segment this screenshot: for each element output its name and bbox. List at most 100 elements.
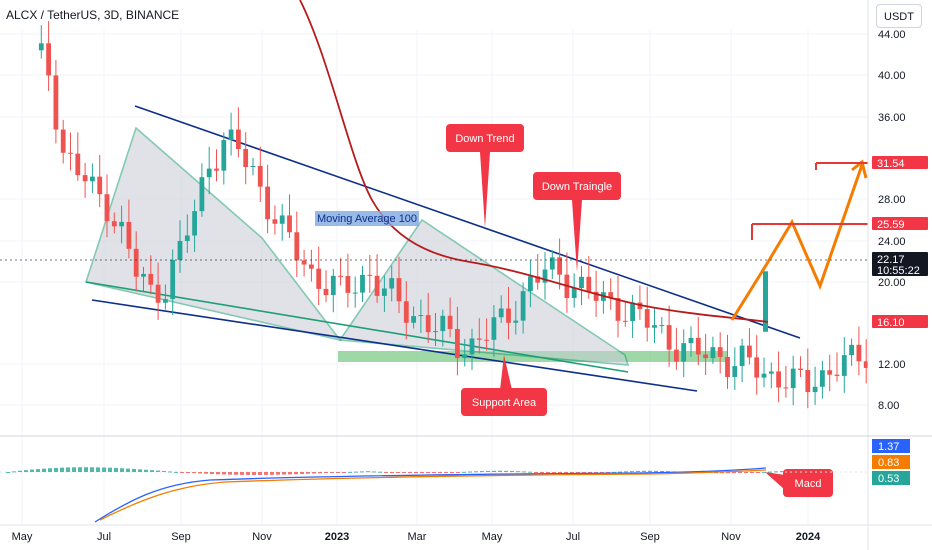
- macd-histogram-bar: [114, 467, 118, 472]
- candle-body: [520, 291, 526, 321]
- callout-support-area-text: Support Area: [472, 397, 537, 409]
- candle-body: [462, 354, 468, 359]
- macd-histogram-bar: [324, 472, 328, 473]
- macd-histogram-bar: [426, 472, 430, 474]
- candle-body: [265, 186, 270, 220]
- candle-body: [68, 152, 73, 154]
- candle-body: [309, 264, 314, 269]
- candle-body: [695, 337, 701, 355]
- candle-body: [316, 268, 322, 289]
- macd-histogram-bar: [528, 471, 532, 473]
- macd-histogram-bar: [12, 471, 16, 473]
- macd-histogram-bar: [378, 471, 382, 473]
- candle-body: [498, 308, 504, 318]
- macd-histogram-bar: [354, 471, 358, 473]
- callout-support-area-pointer: [500, 355, 512, 390]
- candle-body: [111, 221, 117, 227]
- candle-body: [75, 153, 81, 176]
- macd-histogram-bar: [636, 470, 640, 472]
- macd-histogram-bar: [264, 472, 268, 475]
- callout-down-triangle-box: [533, 172, 621, 200]
- macd-histogram-bar: [588, 472, 592, 473]
- candle-body: [455, 328, 460, 359]
- macd-line: [94, 467, 767, 523]
- price-label-box: [872, 315, 928, 328]
- time-tick-label: 2024: [796, 531, 821, 543]
- price-tick-label: 28.00: [878, 194, 906, 206]
- macd-histogram-bar: [612, 471, 616, 473]
- candle-body: [119, 221, 124, 227]
- candle-body: [571, 288, 577, 299]
- macd-histogram-bar: [558, 472, 562, 474]
- macd-histogram-bar: [396, 472, 400, 473]
- candle-body: [236, 129, 241, 149]
- macd-histogram-bar: [540, 472, 544, 473]
- macd-histogram-bar: [780, 471, 784, 473]
- macd-histogram-bar: [276, 472, 280, 475]
- candle-body: [820, 370, 825, 387]
- candle-body: [163, 299, 168, 303]
- macd-histogram-bar: [186, 472, 190, 473]
- macd-histogram-bar: [570, 472, 574, 474]
- candle-body: [126, 221, 132, 249]
- callout-support-area: Support Area: [461, 355, 547, 416]
- candle-body: [776, 371, 781, 388]
- candle-body: [82, 175, 88, 182]
- macd-histogram-bar: [720, 472, 724, 474]
- candle-body: [798, 368, 803, 370]
- candle-body: [177, 240, 183, 260]
- candle-body: [294, 232, 300, 261]
- macd-histogram-bar: [654, 470, 658, 472]
- price-tick-label: 36.00: [878, 112, 906, 124]
- macd-histogram-bar: [42, 468, 46, 472]
- macd-histogram-bar: [330, 472, 334, 473]
- macd-histogram-bar: [618, 471, 622, 473]
- macd-histogram-bar: [132, 468, 136, 472]
- downtrend-line-lower: [91, 299, 698, 392]
- macd-histogram-bar: [642, 470, 646, 472]
- macd-histogram-bar: [234, 472, 238, 475]
- macd-histogram-bar: [288, 472, 292, 475]
- macd-histogram-bar: [60, 467, 64, 472]
- macd-histogram-bar: [54, 467, 58, 472]
- candle-body: [739, 345, 745, 367]
- time-tick-label: Mar: [408, 531, 427, 543]
- ma-label-box: [315, 211, 419, 226]
- candle-body: [681, 343, 687, 362]
- macd-histogram-bar: [480, 471, 484, 473]
- candle-body: [192, 211, 197, 236]
- callout-down-trend-pointer: [480, 152, 490, 228]
- currency-button[interactable]: USDT: [876, 4, 922, 28]
- macd-histogram-bar: [6, 472, 10, 473]
- price-label-box: [872, 252, 928, 265]
- candle-body: [447, 315, 453, 329]
- macd-histogram-bar: [474, 471, 478, 473]
- candle-body: [214, 168, 219, 171]
- indicator-label-box: [872, 471, 910, 485]
- price-tick-label: 8.00: [878, 400, 899, 412]
- macd-histogram-bar: [342, 472, 346, 473]
- callout-macd-pointer: [765, 472, 785, 490]
- macd-histogram-bar: [486, 470, 490, 472]
- macd-histogram-bar: [192, 472, 196, 474]
- time-tick-label: May: [12, 531, 33, 543]
- macd-histogram-bar: [390, 472, 394, 473]
- macd-histogram-bar: [462, 471, 466, 473]
- candle-body: [141, 273, 146, 277]
- candle-body: [579, 276, 584, 289]
- candle-body: [338, 275, 343, 277]
- time-tick-label: Jul: [566, 531, 580, 543]
- price-label-text: 25.59: [877, 219, 905, 231]
- macd-histogram-bar: [546, 472, 550, 473]
- price-label-text: 31.54: [877, 158, 905, 170]
- candle-body: [104, 194, 110, 222]
- macd-histogram-bar: [156, 470, 160, 472]
- callout-down-triangle-pointer: [572, 200, 582, 272]
- macd-histogram-bar: [216, 472, 220, 475]
- macd-histogram-bar: [270, 472, 274, 475]
- macd-histogram-bar: [336, 472, 340, 473]
- candle-body: [374, 275, 380, 296]
- candle-body: [608, 292, 614, 299]
